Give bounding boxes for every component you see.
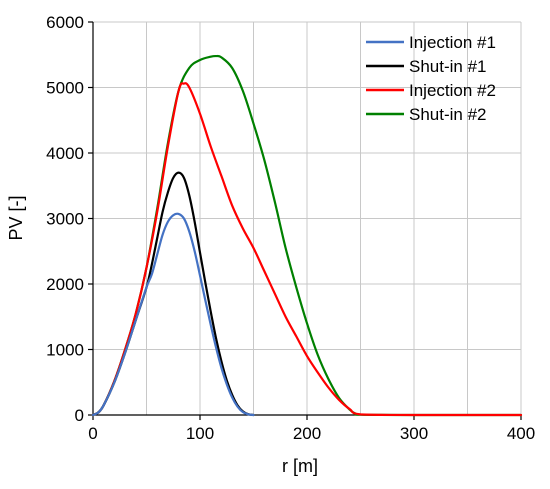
grid-layer	[93, 21, 522, 415]
series-line-injection-1	[91, 212, 255, 417]
legend-label-shut-in-1: Shut-in #1	[409, 57, 487, 76]
y-tick-label: 2000	[46, 275, 84, 294]
tick-labels: 0 1000 2000 3000 4000 5000 6000 0 100 200 300 400	[46, 13, 535, 443]
x-tick-label: 400	[507, 424, 535, 443]
x-tick-label: 300	[400, 424, 428, 443]
y-tick-label: 4000	[46, 144, 84, 163]
y-tick-label: 6000	[46, 13, 84, 32]
y-tick-label: 1000	[46, 341, 84, 360]
x-tick-label: 0	[88, 424, 97, 443]
legend-label-shut-in-2: Shut-in #2	[409, 105, 487, 124]
series-line-injection-2	[91, 82, 523, 417]
x-tick-label: 100	[186, 424, 214, 443]
x-axis-label: r [m]	[282, 456, 318, 476]
legend-label-injection-2: Injection #2	[409, 81, 496, 100]
series-lines	[91, 54, 523, 417]
y-tick-label: 0	[75, 406, 84, 425]
x-tick-label: 200	[293, 424, 321, 443]
legend: Injection #1 Shut-in #1 Injection #2 Shut-i…	[366, 33, 496, 124]
legend-label-injection-1: Injection #1	[409, 33, 496, 52]
y-tick-label: 5000	[46, 79, 84, 98]
y-axis-label: PV [-]	[6, 195, 26, 240]
series-line-shut-in-1	[91, 171, 255, 417]
y-tick-label: 3000	[46, 210, 84, 229]
